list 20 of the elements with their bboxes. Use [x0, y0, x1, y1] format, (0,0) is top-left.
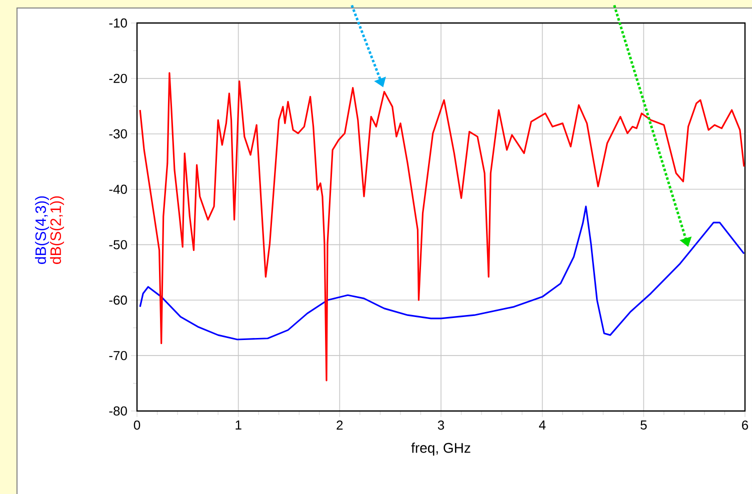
- y-tick-label: -30: [109, 129, 127, 138]
- line-series: [139, 206, 745, 340]
- x-tick-label: 4: [539, 420, 546, 430]
- x-tick-label: 3: [438, 420, 444, 430]
- x-tick-label: 0: [134, 420, 140, 430]
- text: dB(S(2,1)): [50, 196, 64, 264]
- line-series: [139, 72, 745, 382]
- y-tick-label: -50: [109, 240, 127, 250]
- y-tick-label: -80: [109, 406, 127, 416]
- text: dB(S(4,3)): [35, 196, 49, 264]
- y-tick-label: -60: [109, 296, 127, 305]
- x-axis-title: freq, GHz: [411, 442, 470, 456]
- x-tick-label: 5: [640, 420, 647, 430]
- x-tick-label: 6: [742, 420, 748, 430]
- y-tick-label: -40: [109, 184, 127, 194]
- x-tick-label: 2: [336, 420, 343, 430]
- y-tick-label: -10: [109, 18, 127, 28]
- x-tick-label: 1: [236, 420, 242, 430]
- y-tick-label: -70: [109, 350, 127, 360]
- y-tick-label: -20: [109, 74, 127, 84]
